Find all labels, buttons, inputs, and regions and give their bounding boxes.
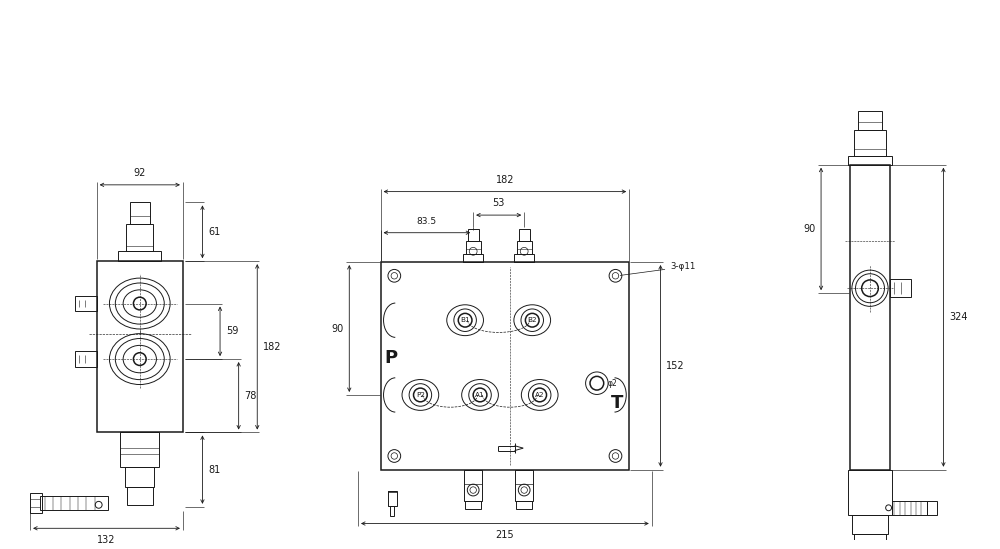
Text: 92: 92 bbox=[134, 168, 146, 178]
Bar bbox=[854, 131, 886, 156]
Bar bbox=[890, 279, 911, 297]
Text: P: P bbox=[385, 349, 398, 367]
Bar bbox=[850, 165, 890, 470]
Bar bbox=[466, 240, 481, 254]
Bar bbox=[516, 501, 532, 509]
Bar bbox=[858, 111, 882, 131]
Bar bbox=[463, 254, 483, 262]
Bar bbox=[126, 224, 153, 251]
Bar bbox=[75, 296, 97, 311]
Bar bbox=[519, 229, 530, 240]
Bar bbox=[514, 254, 534, 262]
Text: P2: P2 bbox=[416, 392, 425, 398]
Bar bbox=[848, 470, 892, 516]
Bar bbox=[515, 470, 533, 501]
Bar bbox=[517, 240, 532, 254]
Bar bbox=[75, 351, 97, 367]
Bar bbox=[892, 501, 927, 514]
Bar bbox=[381, 262, 629, 470]
Text: T: T bbox=[611, 394, 624, 412]
Text: 215: 215 bbox=[496, 530, 514, 540]
Bar bbox=[390, 506, 394, 516]
Text: 59: 59 bbox=[226, 326, 238, 337]
Bar bbox=[464, 470, 482, 501]
Bar bbox=[468, 229, 479, 240]
Text: 182: 182 bbox=[263, 342, 282, 352]
Text: B2: B2 bbox=[527, 317, 537, 323]
Bar bbox=[127, 488, 153, 505]
Text: A1: A1 bbox=[475, 392, 485, 398]
Text: 182: 182 bbox=[496, 175, 514, 185]
Text: 3-φ11: 3-φ11 bbox=[620, 262, 696, 276]
Text: 324: 324 bbox=[949, 312, 968, 322]
Bar bbox=[848, 156, 892, 165]
Text: 53: 53 bbox=[492, 198, 505, 208]
Bar bbox=[388, 491, 397, 506]
Bar bbox=[120, 433, 159, 467]
Text: A2: A2 bbox=[535, 392, 545, 398]
Bar bbox=[97, 261, 183, 433]
Bar bbox=[118, 251, 161, 261]
Bar bbox=[130, 203, 150, 224]
Text: 90: 90 bbox=[331, 323, 343, 333]
Text: 83.5: 83.5 bbox=[417, 217, 437, 226]
Text: B1: B1 bbox=[460, 317, 470, 323]
Bar bbox=[30, 493, 42, 513]
Text: 132: 132 bbox=[97, 535, 116, 545]
Text: 78: 78 bbox=[245, 391, 257, 401]
Bar bbox=[927, 501, 937, 514]
Bar bbox=[465, 501, 481, 509]
Text: 152: 152 bbox=[666, 361, 685, 371]
Text: 90: 90 bbox=[803, 224, 815, 234]
Text: 61: 61 bbox=[208, 227, 221, 237]
Bar bbox=[40, 496, 108, 509]
Bar bbox=[852, 516, 888, 535]
Bar bbox=[854, 535, 886, 546]
Text: 81: 81 bbox=[208, 464, 221, 475]
Bar bbox=[125, 467, 154, 488]
Text: φ2: φ2 bbox=[608, 379, 617, 388]
